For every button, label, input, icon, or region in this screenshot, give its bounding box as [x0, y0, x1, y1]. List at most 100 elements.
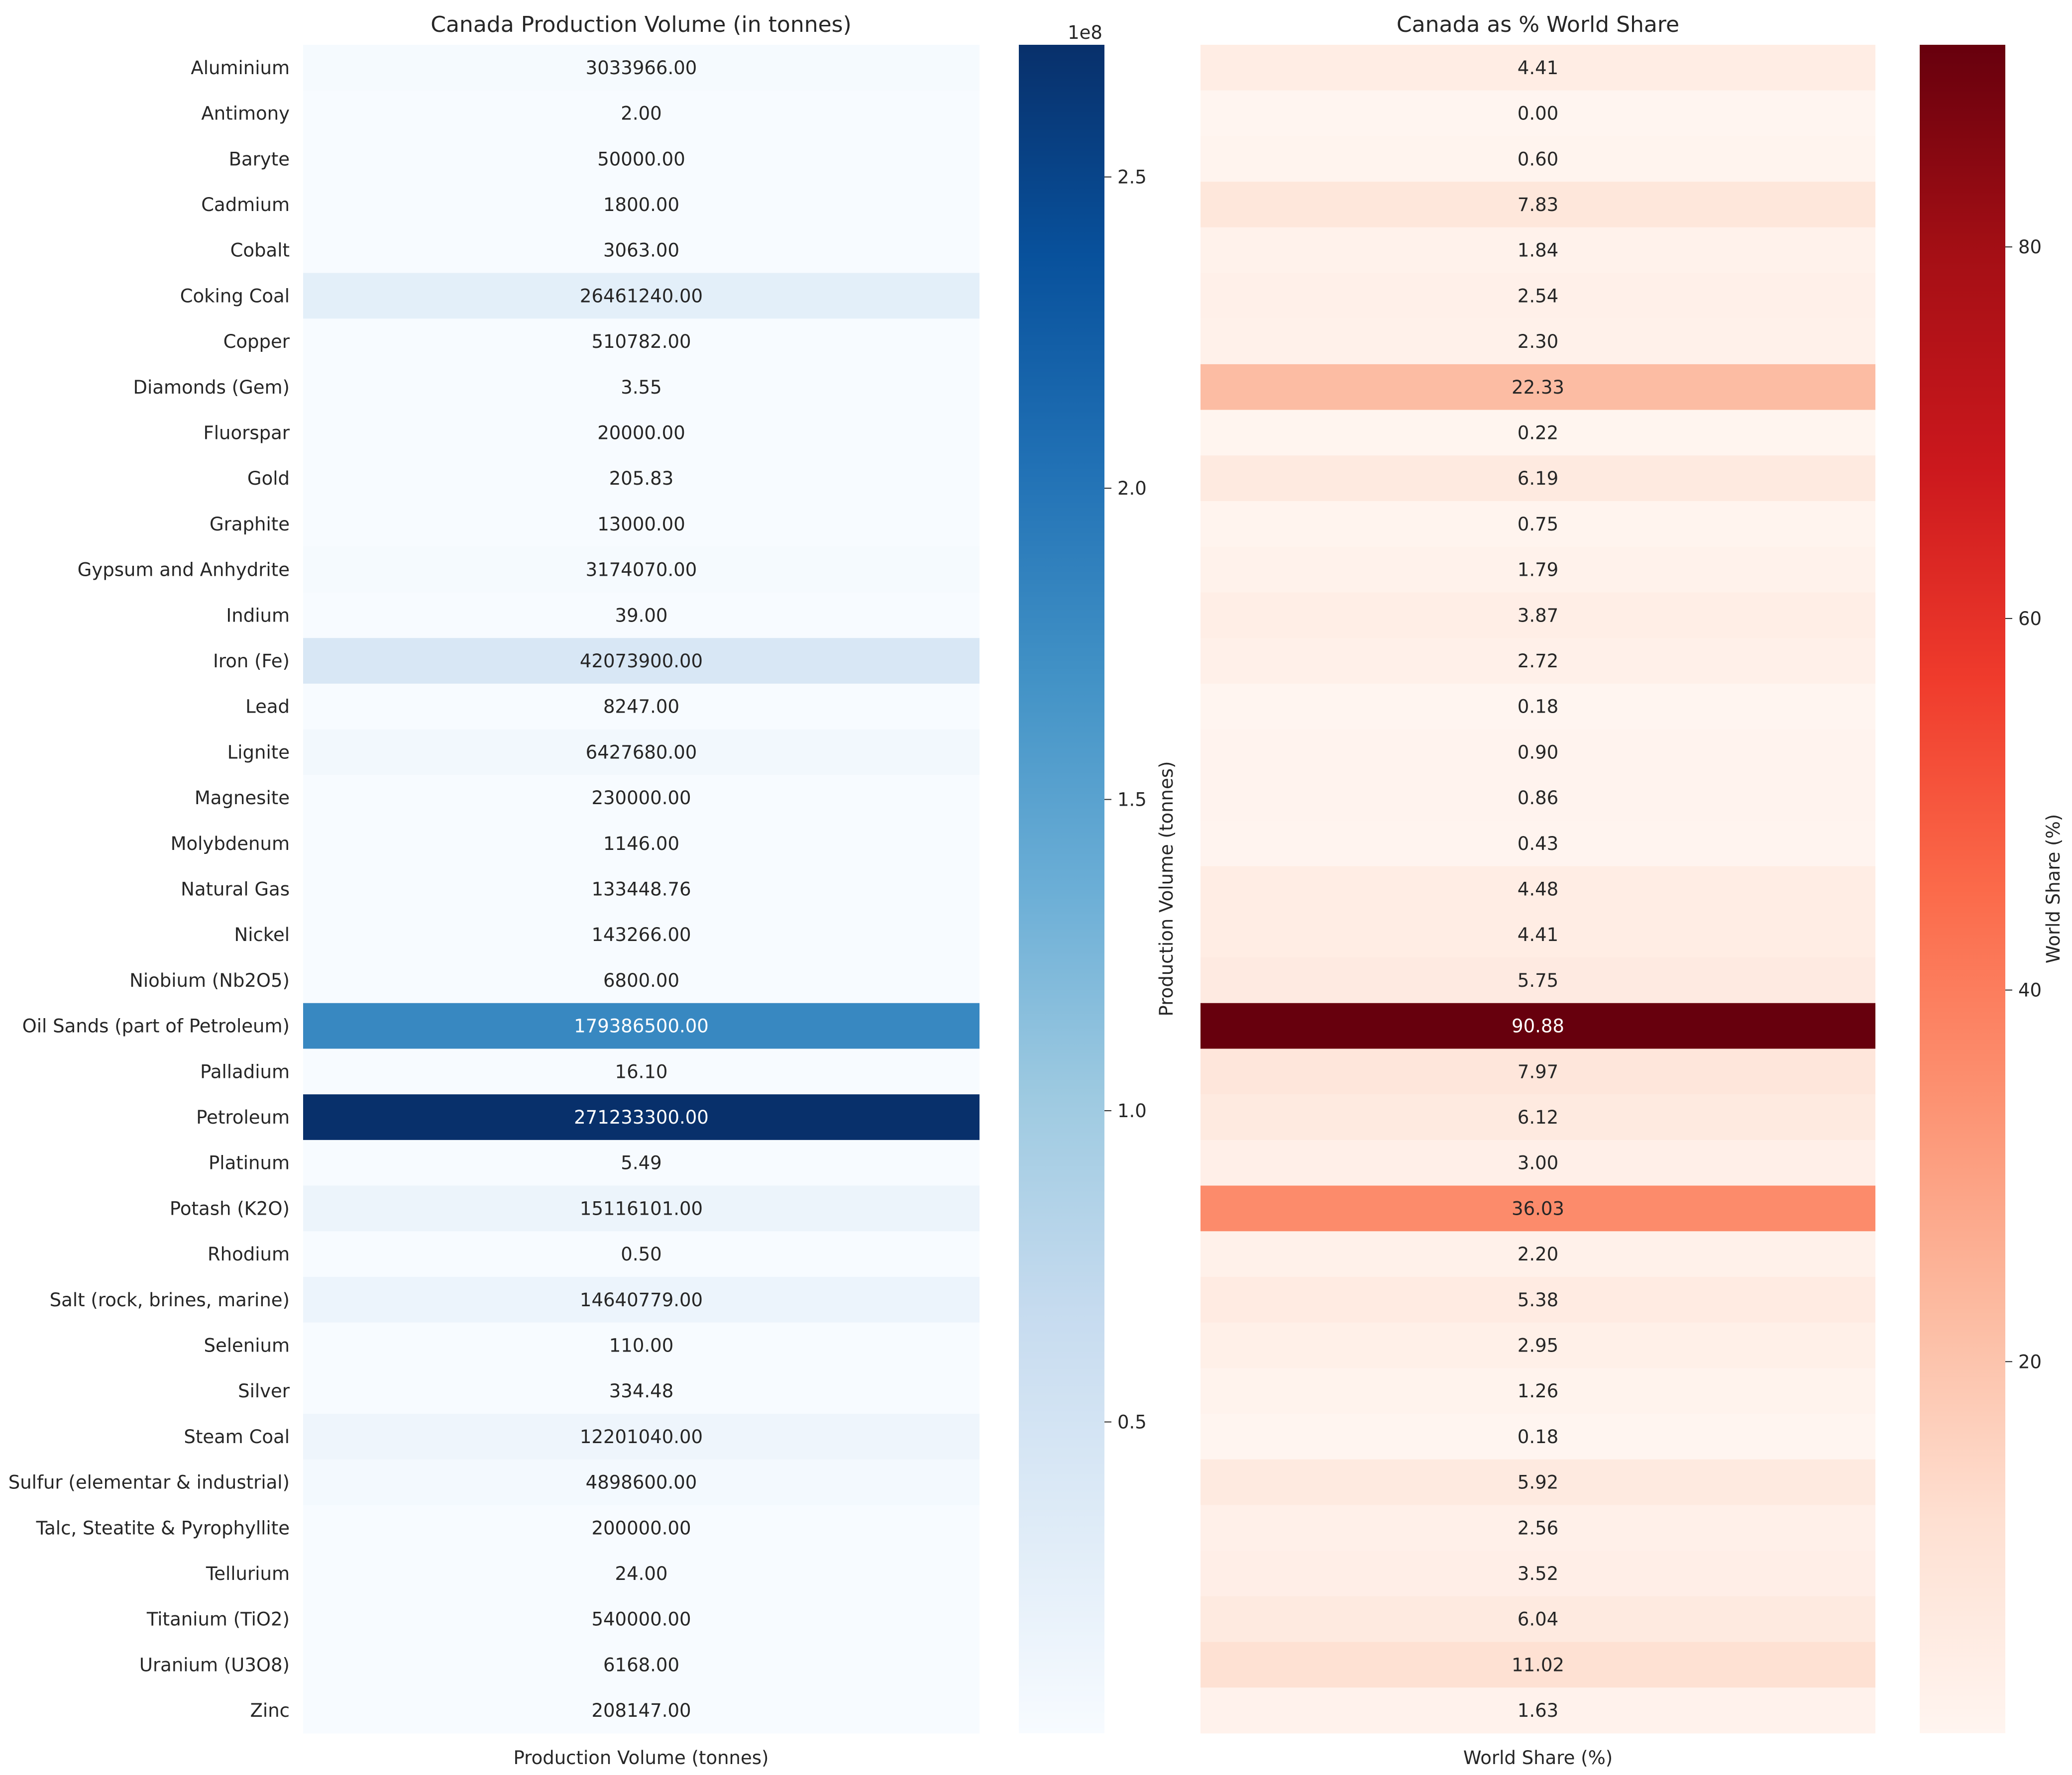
- cell-value-label: 208147.00: [591, 1700, 691, 1721]
- colorbar-tick-label: 0.5: [1117, 1412, 1147, 1433]
- row-label: Copper: [223, 331, 290, 352]
- cell-value-label: 8247.00: [603, 696, 679, 718]
- right-chart-title: Canada as % World Share: [1397, 12, 1679, 37]
- heatmap-cell: [303, 546, 980, 593]
- row-label: Aluminium: [191, 57, 290, 79]
- heatmap-cell: [1200, 1003, 1875, 1049]
- heatmap-cell: [303, 1642, 980, 1688]
- heatmap-cell: [1200, 1687, 1875, 1734]
- heatmap-cell: [303, 912, 980, 958]
- heatmap-cell: [303, 273, 980, 319]
- row-label: Coking Coal: [180, 285, 290, 307]
- cell-value-label: 0.18: [1518, 1426, 1558, 1448]
- colorbar-tick-label: 2.0: [1117, 478, 1147, 499]
- heatmap-cell: [1200, 45, 1875, 91]
- row-label: Silver: [238, 1380, 290, 1402]
- heatmap-cell: [1200, 364, 1875, 411]
- heatmap-cell: [303, 638, 980, 684]
- cell-value-label: 15116101.00: [580, 1198, 703, 1219]
- row-label: Baryte: [229, 148, 290, 170]
- row-label: Gold: [247, 468, 290, 489]
- cell-value-label: 0.90: [1518, 741, 1558, 763]
- right-colorbar-label: World Share (%): [2043, 814, 2064, 963]
- cell-value-label: 7.83: [1518, 194, 1558, 215]
- cell-value-label: 1146.00: [603, 833, 679, 854]
- heatmap-cell: [1200, 820, 1875, 867]
- cell-value-label: 230000.00: [591, 787, 691, 809]
- cell-value-label: 6.04: [1518, 1609, 1558, 1630]
- cell-value-label: 2.30: [1518, 331, 1558, 352]
- cell-value-label: 5.38: [1518, 1289, 1558, 1311]
- cell-value-label: 0.18: [1518, 696, 1558, 718]
- heatmap-cell: [303, 1551, 980, 1597]
- row-label: Gypsum and Anhydrite: [78, 559, 290, 581]
- cell-value-label: 3.00: [1518, 1152, 1558, 1174]
- cell-value-label: 20000.00: [597, 422, 685, 443]
- cell-value-label: 4.41: [1518, 57, 1558, 79]
- row-label: Diamonds (Gem): [133, 377, 290, 398]
- heatmap-cell: [303, 1505, 980, 1551]
- row-label: Rhodium: [208, 1244, 290, 1265]
- heatmap-cell: [303, 1276, 980, 1323]
- row-label: Titanium (TiO2): [146, 1609, 290, 1630]
- cell-value-label: 143266.00: [591, 924, 691, 945]
- cell-value-label: 510782.00: [591, 331, 691, 352]
- left-chart-title: Canada Production Volume (in tonnes): [431, 12, 852, 37]
- heatmap-cell: [1200, 592, 1875, 638]
- cell-value-label: 0.60: [1518, 148, 1558, 170]
- cell-value-label: 0.50: [621, 1244, 661, 1265]
- cell-value-label: 22.33: [1512, 377, 1564, 398]
- cell-value-label: 3033966.00: [586, 57, 697, 79]
- left-colorbar-ticks: 0.5 1.0 1.5 2.0 2.5: [1104, 167, 1147, 1433]
- row-label: Fluorspar: [203, 422, 290, 443]
- cell-value-label: 205.83: [609, 468, 673, 489]
- cell-value-label: 6800.00: [603, 970, 679, 991]
- cell-value-label: 4898600.00: [586, 1472, 697, 1493]
- heatmap-cell: [303, 1185, 980, 1232]
- row-label: Magnesite: [195, 787, 290, 809]
- row-label: Molybdenum: [171, 833, 290, 854]
- cell-value-label: 133448.76: [591, 879, 691, 900]
- heatmap-cell: [1200, 638, 1875, 684]
- heatmap-cell: [1200, 1185, 1875, 1232]
- cell-value-label: 179386500.00: [574, 1016, 709, 1037]
- cell-value-label: 0.00: [1518, 103, 1558, 124]
- row-label: Niobium (Nb2O5): [129, 970, 290, 991]
- heatmap-cell: [1200, 866, 1875, 912]
- cell-value-label: 16.10: [615, 1061, 668, 1082]
- heatmap-cell: [303, 729, 980, 775]
- colorbar-tick-label: 40: [2018, 980, 2042, 1001]
- cell-value-label: 5.92: [1518, 1472, 1558, 1493]
- cell-value-label: 3174070.00: [586, 559, 697, 581]
- row-label: Nickel: [234, 924, 290, 945]
- row-label: Antimony: [201, 103, 290, 124]
- heatmap-cell: [303, 820, 980, 867]
- heatmap-cell: [303, 455, 980, 502]
- row-label: Steam Coal: [184, 1426, 290, 1448]
- row-label: Graphite: [210, 514, 290, 535]
- heatmap-cell: [1200, 455, 1875, 502]
- row-label: Uranium (U3O8): [139, 1654, 290, 1675]
- cell-value-label: 39.00: [615, 605, 668, 626]
- heatmap-cell: [1200, 957, 1875, 1004]
- heatmap-cell: [303, 1231, 980, 1277]
- colorbar-tick-label: 1.0: [1117, 1100, 1147, 1122]
- cell-value-label: 3.87: [1518, 605, 1558, 626]
- left-x-axis-label: Production Volume (tonnes): [514, 1747, 769, 1769]
- heatmap-cell: [303, 957, 980, 1004]
- heatmap-cell: [303, 1414, 980, 1460]
- cell-value-label: 36.03: [1512, 1198, 1564, 1219]
- left-colorbar-label: Production Volume (tonnes): [1156, 761, 1177, 1017]
- heatmap-cell: [1200, 90, 1875, 136]
- row-label: Lead: [245, 696, 290, 718]
- row-label: Potash (K2O): [170, 1198, 290, 1219]
- right-heatmap-cells: 4.41 0.00 0.60 7.83 1.84 2.54 2.30 22.33 0.22 6.1…: [1200, 45, 1875, 1734]
- heatmap-cell: [1200, 1596, 1875, 1643]
- heatmap-cell: [303, 410, 980, 456]
- row-label: Indium: [226, 605, 290, 626]
- row-label: Cobalt: [230, 240, 290, 261]
- cell-value-label: 90.88: [1512, 1016, 1564, 1037]
- heatmap-cell: [303, 775, 980, 821]
- row-label: Oil Sands (part of Petroleum): [22, 1016, 290, 1037]
